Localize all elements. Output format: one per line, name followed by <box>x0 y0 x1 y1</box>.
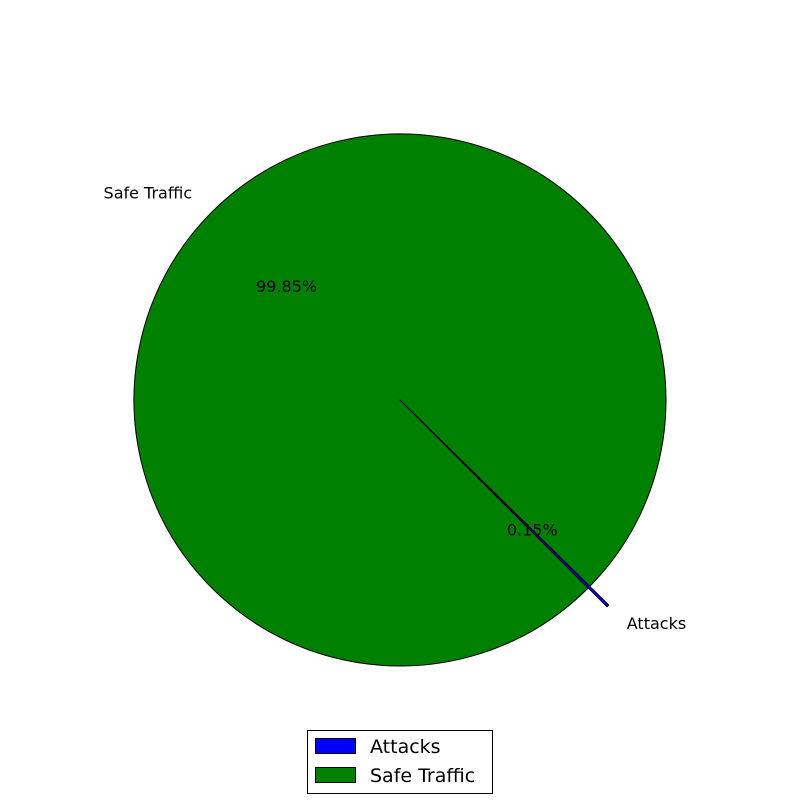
pie-slice-safe-traffic <box>133 133 667 667</box>
slice-label-safe-traffic: Safe Traffic <box>104 184 193 203</box>
pie-slice-attacks <box>418 418 610 608</box>
legend-swatch-attacks <box>315 738 356 754</box>
pie-slices <box>133 133 667 667</box>
slice-percent-attacks: 0.15% <box>507 521 558 540</box>
legend-label-attacks: Attacks <box>370 736 441 758</box>
pie-labels: Attacks 0.15% Safe Traffic 99.85% <box>104 184 687 634</box>
slice-label-attacks: Attacks <box>627 614 686 633</box>
legend: Attacks Safe Traffic <box>307 730 493 794</box>
slice-percent-safe-traffic: 99.85% <box>256 277 317 296</box>
legend-swatch-safe-traffic <box>315 767 356 783</box>
legend-label-safe-traffic: Safe Traffic <box>370 765 475 787</box>
